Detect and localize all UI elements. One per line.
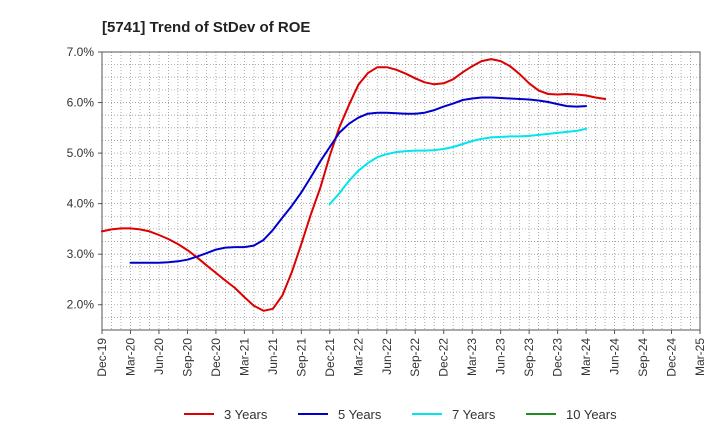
x-tick-label: Dec-20 xyxy=(209,338,223,377)
x-tick-label: Jun-20 xyxy=(152,338,166,375)
legend-label-10-years: 10 Years xyxy=(566,407,617,422)
x-tick-label: Dec-22 xyxy=(437,338,451,377)
series-layer xyxy=(101,58,607,312)
x-tick-label: Mar-24 xyxy=(579,338,593,376)
x-tick-label: Mar-23 xyxy=(465,338,479,376)
x-tick-label: Dec-21 xyxy=(323,338,337,377)
y-tick-label: 4.0% xyxy=(67,197,95,211)
x-tick-label: Mar-21 xyxy=(237,338,251,376)
x-tick-label: Mar-20 xyxy=(123,338,137,376)
legend-label-5-years: 5 Years xyxy=(338,407,382,422)
series-line-7-years xyxy=(328,127,588,206)
x-tick-label: Mar-25 xyxy=(693,338,707,376)
series-line-5-years xyxy=(129,96,588,264)
grid-layer xyxy=(101,51,701,331)
y-tick-label: 3.0% xyxy=(67,247,95,261)
x-tick-label: Sep-24 xyxy=(636,338,650,377)
series-line-3-years xyxy=(101,58,607,312)
y-tick-label: 6.0% xyxy=(67,96,95,110)
x-tick-label: Mar-22 xyxy=(351,338,365,376)
x-tick-label: Jun-24 xyxy=(608,338,622,375)
x-tick-label: Jun-22 xyxy=(380,338,394,375)
y-tick-label: 5.0% xyxy=(67,146,95,160)
axis-layer: 2.0% 3.0% 4.0% 5.0% 6.0% 7.0% Dec-19 Mar-20 Jun-… xyxy=(67,45,707,377)
y-tick-label: 7.0% xyxy=(67,45,95,59)
x-tick-label: Dec-19 xyxy=(95,338,109,377)
x-tick-label: Sep-23 xyxy=(522,338,536,377)
legend: 3 Years 5 Years 7 Years 10 Years xyxy=(184,407,617,422)
x-tick-label: Dec-23 xyxy=(551,338,565,377)
legend-label-3-years: 3 Years xyxy=(224,407,268,422)
x-tick-label: Sep-22 xyxy=(408,338,422,377)
x-tick-label: Jun-23 xyxy=(494,338,508,375)
legend-label-7-years: 7 Years xyxy=(452,407,496,422)
plot-area xyxy=(102,52,700,330)
plot-border xyxy=(101,51,701,331)
x-tick-label: Sep-21 xyxy=(294,338,308,377)
x-tick-label: Jun-21 xyxy=(266,338,280,375)
y-tick-label: 2.0% xyxy=(67,298,95,312)
x-tick-label: Sep-20 xyxy=(180,338,194,377)
x-tick-label: Dec-24 xyxy=(665,338,679,377)
chart-title: [5741] Trend of StDev of ROE xyxy=(102,19,310,36)
